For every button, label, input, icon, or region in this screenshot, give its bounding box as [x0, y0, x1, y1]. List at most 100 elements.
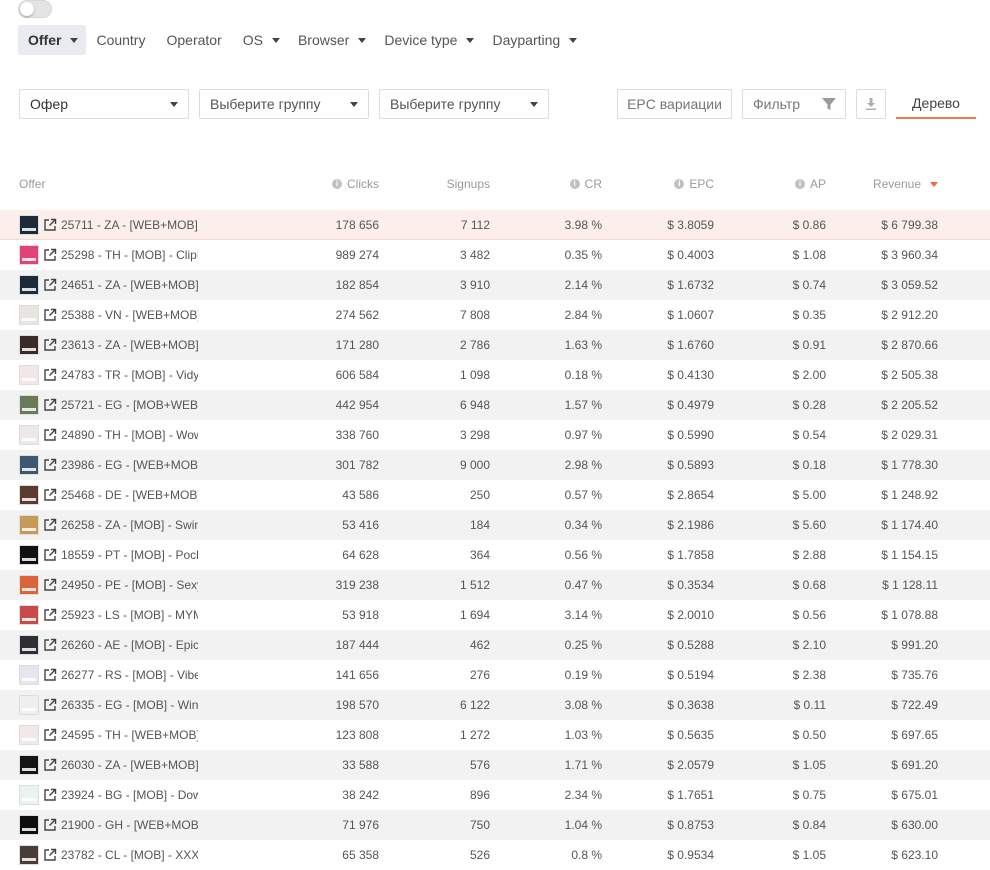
offer-name-link[interactable]: 25721 - EG - [MOB+WEB] -	[61, 398, 198, 412]
external-link-icon[interactable]	[43, 278, 57, 292]
offer-name-link[interactable]: 24595 - TH - [WEB+MOB] -	[61, 728, 198, 742]
offer-name-link[interactable]: 25388 - VN - [WEB+MOB] -	[61, 308, 198, 322]
epc-cell: $ 2.0010	[667, 608, 714, 622]
offer-name-link[interactable]: 26335 - EG - [MOB] - Win	[61, 698, 198, 712]
external-link-icon[interactable]	[43, 368, 57, 382]
group-select-1[interactable]: Офер	[19, 89, 189, 119]
external-link-icon[interactable]	[43, 818, 57, 832]
table-row[interactable]: 25468 - DE - [WEB+MOB] - 43 586 250 0.57 % $…	[0, 480, 990, 510]
offer-name-link[interactable]: 23924 - BG - [MOB] - Down	[61, 788, 198, 802]
table-row[interactable]: 25388 - VN - [WEB+MOB] - 274 562 7 808 2.84…	[0, 300, 990, 330]
offer-name-link[interactable]: 25923 - LS - [MOB] - MYM	[61, 608, 198, 622]
external-link-icon[interactable]	[43, 398, 57, 412]
offer-name-link[interactable]: 25468 - DE - [WEB+MOB] -	[61, 488, 198, 502]
external-link-icon[interactable]	[43, 488, 57, 502]
signups-cell: 1 098	[459, 368, 490, 382]
external-link-icon[interactable]	[43, 518, 57, 532]
tab-country[interactable]: Country	[96, 25, 166, 55]
tab-tree[interactable]: Дерево	[896, 89, 976, 119]
offer-name-link[interactable]: 24651 - ZA - [WEB+MOB] -	[61, 278, 198, 292]
tab-device-type[interactable]: Device type	[384, 25, 492, 55]
tab-browser[interactable]: Browser	[298, 25, 384, 55]
external-link-icon[interactable]	[43, 668, 57, 682]
tab-operator[interactable]: Operator	[166, 25, 242, 55]
offer-name-link[interactable]: 24950 - PE - [MOB] - Sexy	[61, 578, 198, 592]
clicks-cell: 274 562	[335, 308, 379, 322]
external-link-icon[interactable]	[43, 638, 57, 652]
table-row[interactable]: 26258 - ZA - [MOB] - Swim 53 416 184 0.34 %…	[0, 510, 990, 540]
external-link-icon[interactable]	[43, 698, 57, 712]
ap-cell: $ 2.00	[792, 368, 826, 382]
header-epc[interactable]: i EPC	[674, 177, 714, 191]
table-row[interactable]: 24595 - TH - [WEB+MOB] - 123 808 1 272 1.03…	[0, 720, 990, 750]
thumbnail-fill	[20, 756, 38, 774]
header-clicks[interactable]: i Clicks	[332, 177, 379, 191]
offer-name-link[interactable]: 21900 - GH - [WEB+MOB] -	[61, 818, 198, 832]
external-link-icon[interactable]	[43, 848, 57, 862]
external-link-icon[interactable]	[43, 308, 57, 322]
cr-cell: 3.14 %	[564, 608, 602, 622]
offer-name-link[interactable]: 23986 - EG - [WEB+MOB] -	[61, 458, 198, 472]
offer-name-link[interactable]: 26030 - ZA - [WEB+MOB] -	[61, 758, 198, 772]
tab-offer[interactable]: Offer	[18, 25, 87, 55]
download-icon	[866, 98, 876, 110]
external-link-icon[interactable]	[43, 548, 57, 562]
external-link-icon[interactable]	[43, 608, 57, 622]
header-revenue[interactable]: Revenue	[873, 177, 938, 191]
external-link-icon[interactable]	[43, 578, 57, 592]
table-row[interactable]: 24890 - TH - [MOB] - Wow 338 760 3 298 0.97…	[0, 420, 990, 450]
tab-dayparting[interactable]: Dayparting	[492, 25, 595, 55]
epc-variations-button[interactable]: EPC вариации	[617, 89, 732, 119]
offer-name-link[interactable]: 25711 - ZA - [WEB+MOB] -	[61, 218, 198, 232]
external-link-icon[interactable]	[43, 728, 57, 742]
signups-cell: 750	[469, 818, 490, 832]
table-row[interactable]: 21900 - GH - [WEB+MOB] - 71 976 750 1.04 % $…	[0, 810, 990, 840]
table-row[interactable]: 25923 - LS - [MOB] - MYM 53 918 1 694 3.14 …	[0, 600, 990, 630]
header-offer[interactable]: Offer	[19, 177, 45, 191]
epc-cell: $ 1.7651	[667, 788, 714, 802]
offer-name-link[interactable]: 26260 - AE - [MOB] - Epico	[61, 638, 198, 652]
table-row[interactable]: 25721 - EG - [MOB+WEB] - 442 954 6 948 1.57…	[0, 390, 990, 420]
header-cr[interactable]: i CR	[569, 177, 602, 191]
external-link-icon[interactable]	[43, 458, 57, 472]
filter-button[interactable]: Фильтр	[742, 89, 846, 119]
table-row[interactable]: 25711 - ZA - [WEB+MOB] - 178 656 7 112 3.98…	[0, 210, 990, 240]
table-row[interactable]: 24950 - PE - [MOB] - Sexy 319 238 1 512 0.4…	[0, 570, 990, 600]
table-row[interactable]: 23782 - CL - [MOB] - XXX F 65 358 526 0.8 %…	[0, 840, 990, 870]
offer-name-link[interactable]: 24890 - TH - [MOB] - Wow	[61, 428, 198, 442]
clicks-cell: 178 656	[335, 218, 379, 232]
group-select-3[interactable]: Выберите группу	[379, 89, 549, 119]
offer-name-link[interactable]: 23782 - CL - [MOB] - XXX F	[61, 848, 198, 862]
offer-name-link[interactable]: 25298 - TH - [MOB] - ClipD	[61, 248, 198, 262]
group-select-2[interactable]: Выберите группу	[199, 89, 369, 119]
external-link-icon[interactable]	[43, 758, 57, 772]
external-link-icon[interactable]	[43, 218, 57, 232]
header-signups[interactable]: Signups	[447, 177, 490, 191]
external-link-icon[interactable]	[43, 248, 57, 262]
table-row[interactable]: 25298 - TH - [MOB] - ClipD 989 274 3 482 0.…	[0, 240, 990, 270]
download-button[interactable]	[856, 89, 886, 119]
header-ap[interactable]: i AP	[794, 177, 826, 191]
table-row[interactable]: 23613 - ZA - [WEB+MOB] - 171 280 2 786 1.63…	[0, 330, 990, 360]
offer-name-link[interactable]: 24783 - TR - [MOB] - Vidyo	[61, 368, 198, 382]
table-row[interactable]: 24783 - TR - [MOB] - Vidyo 606 584 1 098 0.…	[0, 360, 990, 390]
offer-name-link[interactable]: 26277 - RS - [MOB] - Viber	[61, 668, 198, 682]
tab-os[interactable]: OS	[243, 25, 298, 55]
external-link-icon[interactable]	[43, 428, 57, 442]
offer-name-link[interactable]: 23613 - ZA - [WEB+MOB] -	[61, 338, 198, 352]
select-placeholder: Выберите группу	[390, 96, 501, 112]
external-link-icon[interactable]	[43, 788, 57, 802]
offer-name-link[interactable]: 26258 - ZA - [MOB] - Swim	[61, 518, 198, 532]
table-row[interactable]: 26030 - ZA - [WEB+MOB] - 33 588 576 1.71 % $…	[0, 750, 990, 780]
table-row[interactable]: 23924 - BG - [MOB] - Down 38 242 896 2.34 %…	[0, 780, 990, 810]
toggle-switch[interactable]	[18, 0, 52, 18]
table-row[interactable]: 26260 - AE - [MOB] - Epico 187 444 462 0.25…	[0, 630, 990, 660]
offer-name-link[interactable]: 18559 - PT - [MOB] - Pocke	[61, 548, 198, 562]
info-icon: i	[332, 179, 342, 189]
table-row[interactable]: 23986 - EG - [WEB+MOB] - 301 782 9 000 2.98…	[0, 450, 990, 480]
external-link-icon[interactable]	[43, 338, 57, 352]
table-row[interactable]: 24651 - ZA - [WEB+MOB] - 182 854 3 910 2.14…	[0, 270, 990, 300]
table-row[interactable]: 26277 - RS - [MOB] - Viber 141 656 276 0.19…	[0, 660, 990, 690]
table-row[interactable]: 18559 - PT - [MOB] - Pocke 64 628 364 0.56 …	[0, 540, 990, 570]
table-row[interactable]: 26335 - EG - [MOB] - Win 198 570 6 122 3.08…	[0, 690, 990, 720]
